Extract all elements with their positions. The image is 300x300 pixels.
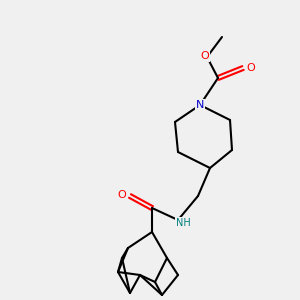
- Text: NH: NH: [176, 218, 190, 228]
- Text: O: O: [201, 51, 209, 61]
- Text: O: O: [118, 190, 126, 200]
- Text: O: O: [247, 63, 255, 73]
- Text: N: N: [196, 100, 204, 110]
